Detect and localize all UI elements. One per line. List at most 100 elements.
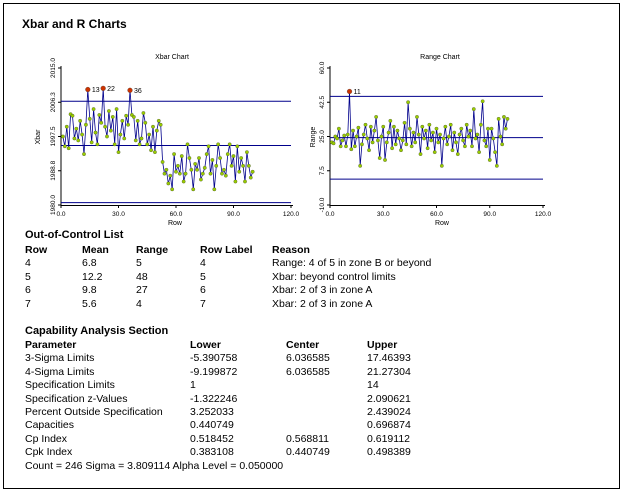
data-point [390, 146, 394, 151]
data-point [199, 177, 203, 182]
data-point [62, 144, 67, 149]
table-cell: 0.383108 [190, 446, 234, 459]
data-point [358, 164, 363, 168]
data-point [470, 144, 474, 149]
data-point [413, 140, 418, 145]
table-cell: 6 [200, 284, 206, 297]
table-cell: 2.090621 [367, 392, 411, 405]
y-tick-label: 1997.5 [50, 126, 57, 146]
data-point [206, 144, 211, 149]
data-point [441, 136, 446, 141]
column-header: Reason [272, 244, 310, 256]
table-row: 7 5.6 4 7 Xbar: 2 of 3 in zone A [25, 298, 472, 311]
data-point [342, 133, 347, 138]
y-tick-label: 42.5 [319, 96, 326, 109]
data-point [220, 171, 224, 176]
data-point [170, 187, 175, 192]
data-point [112, 142, 117, 147]
data-point [408, 126, 412, 131]
data-point [368, 124, 373, 129]
data-point [187, 156, 192, 160]
data-point [377, 156, 382, 160]
data-point [116, 150, 121, 155]
report-frame [3, 3, 620, 489]
data-point [189, 167, 194, 172]
data-point [436, 140, 441, 145]
data-point [427, 122, 432, 127]
table-row: Percent Outside Specification 3.252033 2.4… [25, 406, 457, 419]
data-point [66, 146, 71, 151]
data-point [239, 156, 244, 160]
data-point [108, 128, 113, 133]
data-point [351, 128, 355, 133]
table-cell: 6.8 [82, 257, 97, 270]
data-point [367, 148, 371, 153]
table-cell: 3.252033 [190, 406, 234, 419]
data-point [61, 134, 65, 139]
data-point [70, 113, 75, 118]
column-header: Center [286, 339, 320, 351]
table-cell: 0.696874 [367, 419, 411, 432]
x-axis-label: Row [435, 220, 450, 227]
flagged-point-label: 22 [107, 86, 115, 93]
data-point [463, 144, 467, 149]
data-point [126, 122, 130, 127]
data-point [160, 160, 165, 164]
x-tick-label: 120.0 [283, 211, 300, 218]
column-header: Range [136, 244, 169, 256]
data-point [493, 150, 497, 155]
table-row: Cp Index 0.518452 0.568811 0.619112 [25, 433, 457, 446]
data-point [158, 122, 163, 127]
data-point [97, 113, 102, 117]
data-point [241, 164, 245, 168]
table-cell: 7 [200, 297, 206, 310]
flagged-point [127, 87, 133, 93]
table-cell: 21.27304 [367, 365, 411, 378]
x-tick-label: 90.0 [483, 211, 496, 218]
data-point [415, 115, 419, 119]
data-point [345, 132, 350, 137]
capability-title: Capability Analysis Section [25, 325, 169, 337]
data-point [443, 124, 448, 129]
y-axis-label: Xbar [35, 129, 42, 144]
table-row: Specification Limits 1 14 [25, 379, 457, 392]
data-point [185, 142, 190, 147]
table-cell [286, 406, 367, 419]
data-point [84, 122, 88, 127]
data-point [496, 117, 501, 121]
data-point [487, 158, 492, 162]
data-point [429, 138, 434, 143]
y-tick-label: 1980.0 [50, 195, 57, 215]
table-cell: 4 [25, 257, 31, 270]
data-point [491, 136, 496, 141]
data-point [503, 126, 508, 131]
table-cell: 4 [136, 297, 142, 310]
data-point [212, 187, 217, 192]
table-row: 6 9.8 27 6 Xbar: 2 of 3 in zone A [25, 284, 472, 297]
data-point [223, 173, 228, 178]
data-point [376, 138, 380, 143]
data-point [243, 179, 247, 184]
column-header: Lower [190, 339, 221, 351]
data-point [397, 136, 402, 141]
data-point [411, 130, 416, 135]
table-cell: 5 [25, 270, 31, 283]
flagged-point-label: 36 [134, 88, 142, 95]
table-cell: Cp Index [25, 432, 68, 445]
data-point [416, 132, 421, 137]
data-point [354, 134, 359, 139]
data-point [434, 126, 439, 131]
data-point [384, 140, 389, 145]
data-point [233, 179, 238, 184]
data-point [208, 171, 213, 176]
x-tick-label: 30.0 [112, 211, 125, 218]
data-point [225, 152, 230, 156]
data-point [153, 150, 157, 155]
data-point [484, 144, 489, 149]
data-point [139, 136, 144, 141]
data-point [420, 124, 425, 129]
column-header: Row Label [200, 244, 253, 256]
data-point [197, 156, 201, 160]
table-cell: Xbar: 2 of 3 in zone A [272, 284, 373, 297]
x-tick-label: 60.0 [430, 211, 443, 218]
